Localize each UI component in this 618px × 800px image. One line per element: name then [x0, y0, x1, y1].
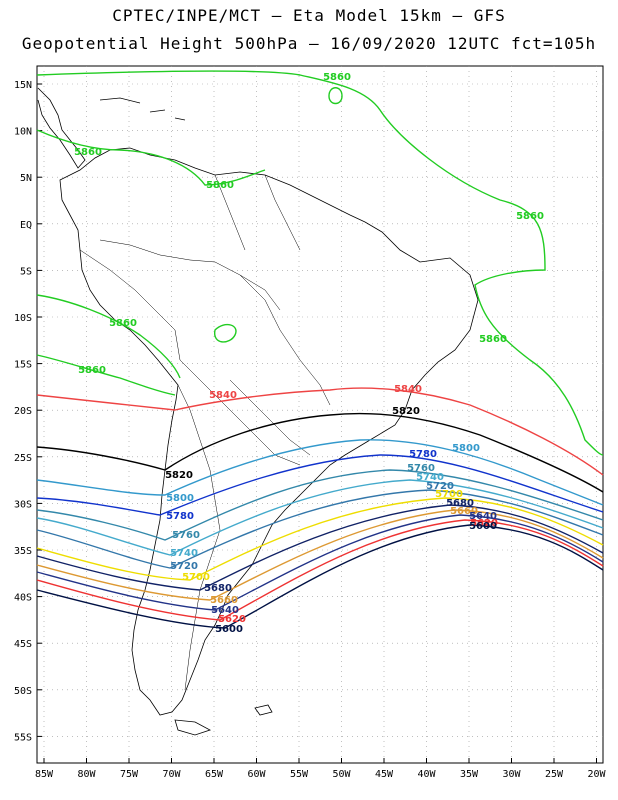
- contour-label: 5860: [479, 334, 507, 345]
- contour-label: 5740: [416, 472, 444, 483]
- lat-label: 30S: [14, 499, 32, 510]
- contour-label: 5700: [182, 572, 210, 583]
- contour-5780: [36, 454, 604, 516]
- lon-label: 20W: [587, 769, 606, 780]
- lat-label: 55S: [14, 732, 32, 743]
- contour-label: 5820: [392, 406, 420, 417]
- contour-label: 5760: [407, 463, 435, 474]
- contour-label: 5800: [452, 443, 480, 454]
- lon-label: 60W: [247, 769, 266, 780]
- coastlines: [37, 87, 479, 736]
- lon-label: 75W: [120, 769, 139, 780]
- contour-label: 5660: [210, 595, 238, 606]
- contour-label: 5640: [469, 511, 497, 522]
- contour-label: 5840: [209, 390, 237, 401]
- contour-5860: [36, 294, 181, 379]
- contour-label: 5640: [211, 605, 239, 616]
- contour-5660: [36, 509, 604, 601]
- contour-5740: [36, 479, 604, 556]
- central-america: [37, 87, 86, 169]
- contour-5720: [36, 489, 604, 569]
- contour-5820: [36, 412, 604, 493]
- contour-5620: [36, 519, 604, 621]
- lon-label: 30W: [502, 769, 521, 780]
- country-borders: [79, 174, 331, 691]
- lon-label: 25W: [545, 769, 564, 780]
- tierra-del-fuego: [174, 719, 212, 736]
- contour-label: 5780: [409, 449, 437, 460]
- map-subtitle: Geopotential Height 500hPa – 16/09/2020 …: [21, 34, 597, 53]
- lat-label: 15S: [14, 360, 32, 371]
- contour-label: 5680: [204, 583, 232, 594]
- contour-label: 5860: [109, 318, 137, 329]
- lat-label: 5N: [20, 173, 32, 184]
- lat-label: 50S: [14, 686, 32, 697]
- contour-labels: 5860 5860 5860 5860 5860 5860 5860 5840 5840 5820…: [74, 72, 544, 635]
- contour-label: 5740: [170, 548, 198, 559]
- contour-label: 5680: [446, 498, 474, 509]
- contour-label: 5800: [166, 493, 194, 504]
- contour-5680: [36, 504, 604, 591]
- south-america-coast: [59, 147, 479, 716]
- contour-label: 5860: [516, 211, 544, 222]
- contour-5860-closed: [214, 323, 237, 343]
- contour-label: 5840: [394, 384, 422, 395]
- contour-5860: [36, 354, 176, 396]
- axis-ticks: 15N 10N 5N EQ 5S 10S 15S 20S 25S 30S 35S 40S 45S 50S 5…: [14, 80, 607, 780]
- lon-label: 85W: [35, 769, 54, 780]
- contour-label: 5620: [218, 614, 246, 625]
- graticule: [37, 66, 603, 763]
- map-title: CPTEC/INPE/MCT – Eta Model 15km – GFS: [112, 6, 506, 25]
- contour-label: 5860: [206, 180, 234, 191]
- lat-label: 45S: [14, 639, 32, 650]
- lon-label: 65W: [205, 769, 224, 780]
- lat-label: 35S: [14, 546, 32, 557]
- lat-label: 15N: [14, 80, 32, 91]
- contour-5640: [36, 514, 604, 611]
- contour-label: 5720: [426, 481, 454, 492]
- caribbean-islands: [99, 97, 186, 121]
- contour-label: 5660: [450, 506, 478, 517]
- lon-label: 70W: [162, 769, 181, 780]
- contour-5840: [36, 387, 604, 476]
- contour-5760: [36, 469, 604, 541]
- lon-label: 35W: [460, 769, 479, 780]
- contour-5800: [36, 439, 604, 506]
- lon-label: 80W: [77, 769, 96, 780]
- contour-label: 5600: [215, 624, 243, 635]
- contour-label: 5620: [470, 518, 498, 529]
- lat-label: 5S: [20, 266, 32, 277]
- contour-5600: [36, 524, 604, 629]
- map-frame: [36, 65, 604, 764]
- contour-label: 5600: [469, 521, 497, 532]
- contour-label: 5760: [172, 530, 200, 541]
- contour-label: 5860: [323, 72, 351, 83]
- lon-label: 45W: [375, 769, 394, 780]
- lat-label: 20S: [14, 406, 32, 417]
- contour-label: 5860: [74, 147, 102, 158]
- falklands: [254, 704, 273, 716]
- lat-label: 25S: [14, 453, 32, 464]
- contour-label: 5700: [435, 489, 463, 500]
- lon-label: 50W: [332, 769, 351, 780]
- lat-label: 10S: [14, 313, 32, 324]
- contour-5860: [36, 70, 604, 456]
- lat-label: EQ: [20, 220, 32, 231]
- contours: [36, 70, 604, 629]
- contour-5860: [36, 129, 266, 186]
- contour-5700: [36, 497, 604, 581]
- lon-label: 40W: [417, 769, 436, 780]
- lat-label: 40S: [14, 593, 32, 604]
- lat-label: 10N: [14, 127, 32, 138]
- contour-5860-closed: [328, 87, 343, 105]
- contour-label: 5860: [78, 365, 106, 376]
- contour-label: 5780: [166, 511, 194, 522]
- contour-label: 5720: [170, 561, 198, 572]
- lon-label: 55W: [290, 769, 309, 780]
- contour-label: 5820: [165, 470, 193, 481]
